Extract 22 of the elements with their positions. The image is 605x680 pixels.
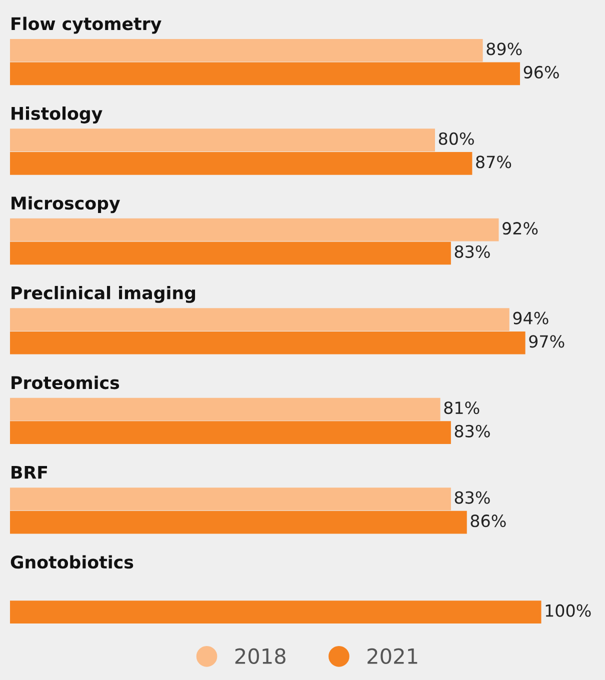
- data-label: 83%: [454, 245, 490, 258]
- data-label: 80%: [438, 132, 474, 145]
- y-tick-label: Microscopy: [12, 196, 120, 214]
- data-label: 81%: [444, 402, 480, 414]
- y-tick-label: Gnotobiotics: [10, 555, 134, 569]
- data-label: 97%: [529, 335, 564, 348]
- y-tick-label: Preclinical imaging: [12, 286, 196, 303]
- y-tick-label: Histology: [12, 106, 102, 124]
- data-label: 100%: [546, 604, 591, 617]
- data-label: 86%: [470, 514, 506, 528]
- legend-label: 2018: [235, 648, 286, 664]
- data-label: 87%: [476, 156, 512, 168]
- data-label: 92%: [502, 222, 538, 235]
- y-tick-label: Proteomics: [12, 376, 120, 390]
- data-label: 83%: [454, 424, 490, 438]
- y-tick-label: Flow cytometry: [12, 16, 162, 34]
- data-label: 89%: [486, 42, 522, 56]
- y-tick-label: BRF: [12, 466, 47, 479]
- data-label: 83%: [454, 491, 490, 504]
- data-label: 96%: [524, 66, 559, 79]
- legend-label: 2021: [368, 648, 418, 664]
- data-label: 94%: [513, 312, 548, 324]
